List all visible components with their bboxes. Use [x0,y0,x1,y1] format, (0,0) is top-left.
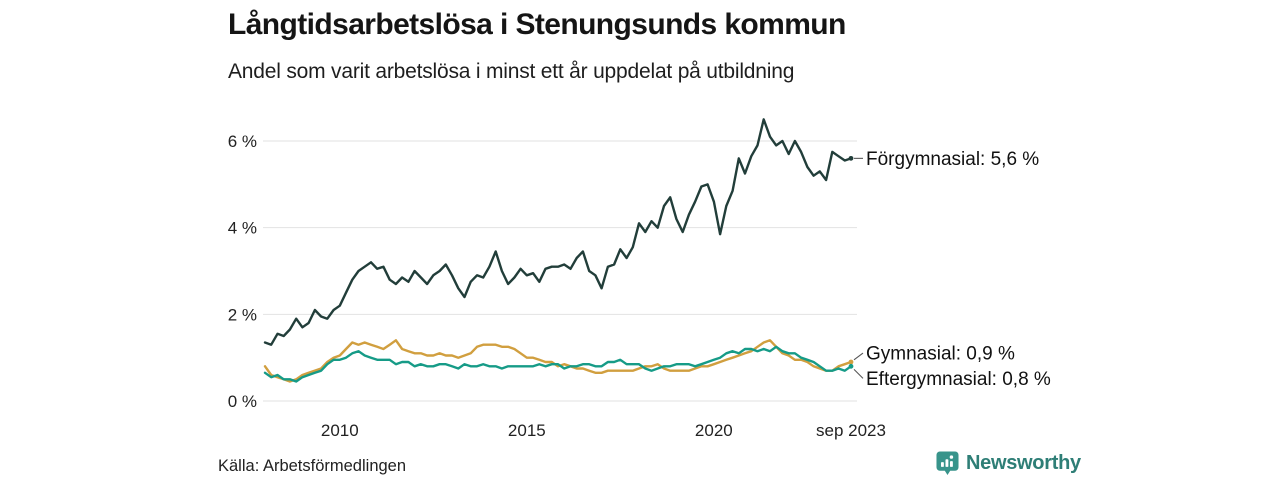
x-tick-label: 2020 [695,421,733,440]
y-tick-label: 4 % [228,219,257,238]
series-end-dot [848,359,854,365]
series-end-label: Gymnasial: 0,9 % [866,344,1015,365]
x-tick-label: 2010 [321,421,359,440]
label-connector [853,368,864,379]
newsworthy-brand: Newsworthy [936,451,1081,476]
series-lines [263,118,854,383]
source-note: Källa: Arbetsförmedlingen [218,457,407,475]
series-line-eftergymnasial [263,345,853,383]
label-connector [853,352,864,361]
series-end-label: Förgymnasial: 5,6 % [866,149,1039,170]
series-end-dot [848,155,854,161]
newsworthy-logo-icon [936,451,959,475]
x-tick-label: 2015 [508,421,546,440]
label-connectors [853,157,864,379]
gridlines [263,140,857,402]
newsworthy-brand-name: Newsworthy [966,452,1081,474]
series-end-dot [848,363,854,369]
y-tick-label: 2 % [228,305,257,324]
chart-title: Långtidsarbetslösa i Stenungsunds kommun [228,8,846,41]
chart-subtitle: Andel som varit arbetslösa i minst ett å… [228,60,795,83]
series-end-label: Eftergymnasial: 0,8 % [866,369,1051,390]
series-line-gymnasial [263,339,853,383]
series-line-förgymnasial [263,118,853,346]
y-tick-label: 6 % [228,132,257,151]
line-chart: 0 % 2 % 4 % 6 % 2010 2015 2020 sep 2023 … [228,118,1051,440]
x-tick-label: sep 2023 [816,421,886,440]
y-tick-label: 0 % [228,392,257,411]
